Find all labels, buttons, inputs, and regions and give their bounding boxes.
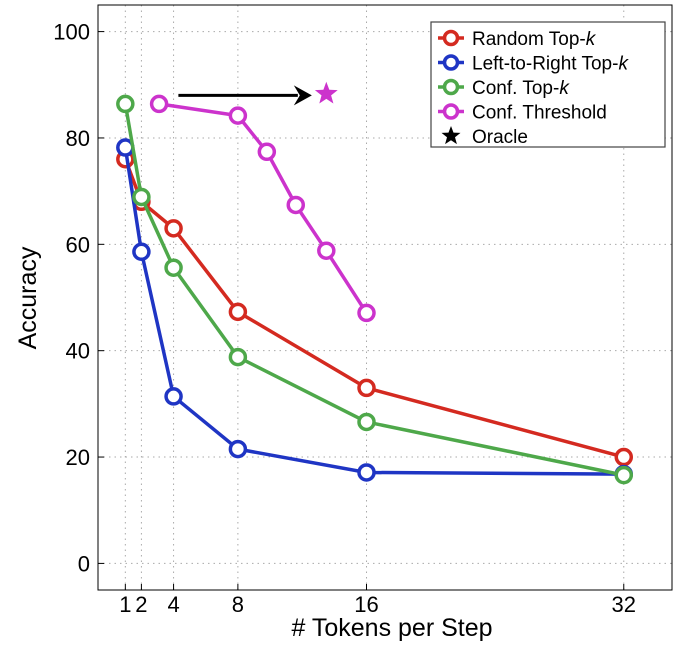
- legend-label: Left-to-Right Top-: [472, 54, 618, 75]
- conf-threshold-point: [257, 142, 277, 162]
- legend-circle-icon: [442, 54, 460, 71]
- legend-star-icon: [441, 126, 461, 145]
- left-to-right-top-k-point: [164, 387, 183, 406]
- legend-circle-icon: [442, 103, 460, 120]
- conf-threshold-point: [357, 303, 376, 323]
- oracle-star-point: [314, 81, 338, 104]
- conf-threshold-point: [149, 94, 169, 114]
- conf-top-k-point: [132, 187, 151, 207]
- x-tick-label: 16: [354, 592, 378, 617]
- y-tick-label: 80: [66, 126, 90, 151]
- legend-label-italic: k: [586, 29, 597, 50]
- legend-box: [430, 21, 666, 148]
- conf-threshold-line: [158, 102, 368, 314]
- series-layer: [116, 81, 634, 485]
- arrow-head: [293, 85, 312, 106]
- x-axis-label: # Tokens per Step: [291, 614, 492, 642]
- grid: [98, 5, 672, 590]
- legend-entry-random-top-k: Random Top-k: [472, 29, 597, 50]
- plot-frame: [97, 4, 673, 591]
- legend-label: Conf. Top-: [472, 78, 559, 99]
- x-tick-label: 1: [119, 592, 131, 617]
- random-top-k-point: [228, 302, 248, 322]
- legend-label: Conf. Threshold: [472, 103, 607, 124]
- random-top-k-line: [123, 158, 625, 459]
- legend-circle-icon: [442, 78, 460, 96]
- conf-top-k-point: [357, 412, 376, 432]
- left-to-right-top-k-point: [357, 463, 376, 482]
- conf-threshold-point: [286, 195, 306, 215]
- y-tick-label: 20: [66, 445, 90, 470]
- conf-top-k-point: [614, 465, 634, 485]
- conf-threshold-point: [228, 106, 248, 125]
- conf-top-k-point: [116, 94, 135, 114]
- legend-label-italic: k: [559, 78, 570, 99]
- legend-entry-conf-top-k: Conf. Top-k: [472, 78, 570, 99]
- ticks: 1 2 4 8 16 32 0 20 40 60 80 100: [53, 20, 636, 617]
- random-top-k-point: [164, 219, 183, 238]
- y-tick-label: 60: [66, 232, 90, 257]
- x-tick-label: 32: [612, 592, 636, 617]
- y-tick-label: 40: [66, 339, 90, 364]
- random-top-k-point: [357, 378, 376, 398]
- conf-top-k-line: [123, 103, 625, 477]
- conf-top-k-point: [228, 347, 248, 367]
- y-tick-label: 0: [78, 551, 90, 576]
- conf-threshold-point: [317, 241, 336, 260]
- x-tick-label: 8: [232, 592, 244, 617]
- legend-label: Random Top-: [472, 29, 586, 50]
- left-to-right-top-k-point: [132, 242, 151, 262]
- legend-label: Oracle: [472, 127, 528, 148]
- legend-label-italic: k: [618, 54, 629, 75]
- x-tick-label: 2: [135, 592, 147, 617]
- x-tick-label: 4: [167, 592, 179, 617]
- conf-top-k-point: [164, 258, 183, 277]
- y-axis-label: Accuracy: [14, 246, 42, 349]
- left-to-right-top-k-point: [228, 439, 248, 459]
- legend-entry-oracle: Oracle: [472, 127, 528, 148]
- y-tick-label: 100: [53, 20, 90, 45]
- legend-entry-left-to-right-top-k: Left-to-Right Top-k: [472, 54, 629, 75]
- left-to-right-top-k-line: [123, 147, 624, 476]
- legend-circle-icon: [442, 29, 460, 47]
- legend-entry-conf-threshold: Conf. Threshold: [472, 103, 607, 124]
- random-top-k-point: [614, 447, 634, 467]
